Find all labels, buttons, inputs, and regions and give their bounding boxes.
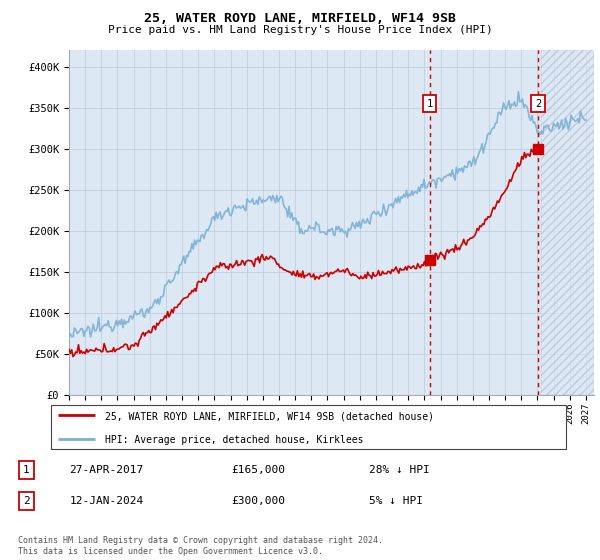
Text: 12-JAN-2024: 12-JAN-2024 (70, 496, 144, 506)
Text: Price paid vs. HM Land Registry's House Price Index (HPI): Price paid vs. HM Land Registry's House … (107, 25, 493, 35)
Text: HPI: Average price, detached house, Kirklees: HPI: Average price, detached house, Kirk… (106, 435, 364, 445)
Text: £300,000: £300,000 (231, 496, 285, 506)
Text: 5% ↓ HPI: 5% ↓ HPI (369, 496, 423, 506)
Text: 1: 1 (427, 99, 433, 109)
Text: Contains HM Land Registry data © Crown copyright and database right 2024.
This d: Contains HM Land Registry data © Crown c… (18, 536, 383, 556)
FancyBboxPatch shape (50, 405, 566, 449)
Text: 1: 1 (23, 465, 30, 475)
Text: 2: 2 (535, 99, 541, 109)
Text: 28% ↓ HPI: 28% ↓ HPI (369, 465, 430, 475)
Text: 25, WATER ROYD LANE, MIRFIELD, WF14 9SB (detached house): 25, WATER ROYD LANE, MIRFIELD, WF14 9SB … (106, 411, 434, 421)
Text: 27-APR-2017: 27-APR-2017 (70, 465, 144, 475)
Text: 2: 2 (23, 496, 30, 506)
Text: 25, WATER ROYD LANE, MIRFIELD, WF14 9SB: 25, WATER ROYD LANE, MIRFIELD, WF14 9SB (144, 12, 456, 25)
Text: £165,000: £165,000 (231, 465, 285, 475)
Bar (541, 50, 594, 395)
